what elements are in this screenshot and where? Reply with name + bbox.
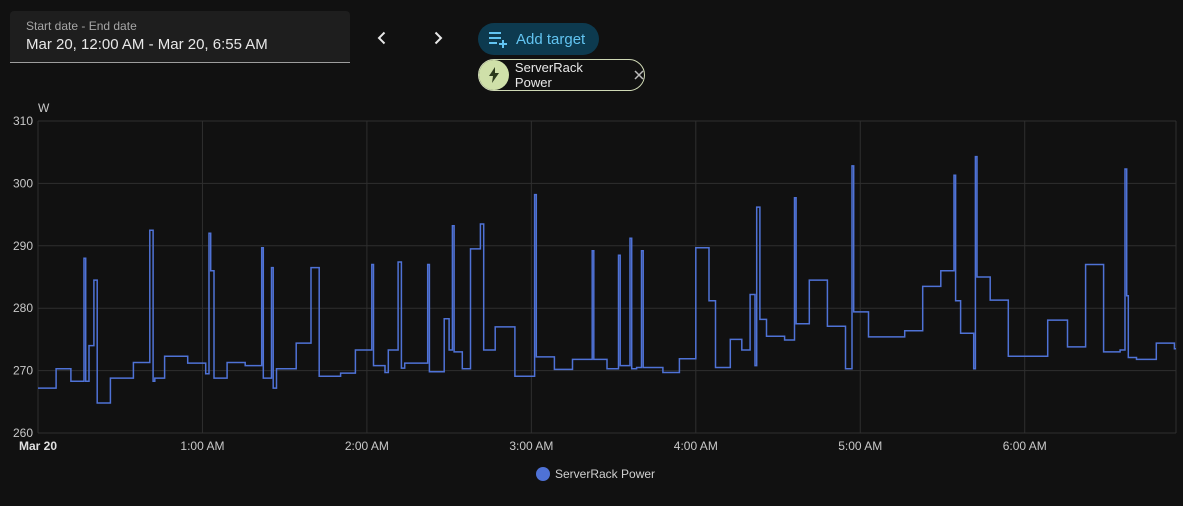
y-tick-label: 290	[13, 239, 33, 253]
lightning-bolt-icon	[479, 60, 509, 90]
y-tick-label: 260	[13, 426, 33, 440]
y-tick-label: 280	[13, 301, 33, 315]
y-axis-ticks: 310 300 290 280 270 260	[13, 114, 33, 440]
x-tick-label: Mar 20	[19, 439, 57, 453]
legend-swatch	[536, 467, 550, 481]
x-tick-label: 4:00 AM	[674, 439, 718, 453]
playlist-add-icon	[489, 32, 507, 48]
legend-label: ServerRack Power	[555, 467, 656, 481]
date-range-value: Mar 20, 12:00 AM - Mar 20, 6:55 AM	[26, 36, 268, 53]
x-tick-label: 1:00 AM	[180, 439, 224, 453]
series-line	[38, 155, 1176, 404]
x-axis-ticks: Mar 20 1:00 AM 2:00 AM 3:00 AM 4:00 AM 5:00 A…	[19, 439, 1047, 453]
y-tick-label: 310	[13, 114, 33, 128]
add-target-label: Add target	[516, 30, 586, 48]
target-chip[interactable]: ServerRack Power	[478, 59, 645, 91]
date-range-picker[interactable]: Start date - End date Mar 20, 12:00 AM -…	[10, 11, 350, 63]
chart-legend-item[interactable]: ServerRack Power	[536, 467, 655, 481]
chevron-left-icon	[377, 31, 386, 45]
previous-period-button[interactable]	[366, 22, 398, 54]
target-chip-label: ServerRack Power	[514, 60, 583, 90]
chart-grid	[37, 120, 1177, 434]
series-layer	[38, 155, 1176, 404]
x-tick-label: 5:00 AM	[838, 439, 882, 453]
close-icon	[634, 70, 644, 80]
chevron-right-icon	[434, 31, 443, 45]
x-tick-label: 2:00 AM	[345, 439, 389, 453]
x-tick-label: 3:00 AM	[509, 439, 553, 453]
add-target-button[interactable]: Add target	[478, 23, 600, 55]
x-tick-label: 6:00 AM	[1003, 439, 1047, 453]
next-period-button[interactable]	[422, 22, 454, 54]
y-tick-label: 300	[13, 176, 33, 190]
date-range-label: Start date - End date	[26, 19, 137, 33]
remove-target-button[interactable]	[634, 70, 644, 80]
y-axis-unit: W	[38, 101, 50, 115]
y-tick-label: 270	[13, 364, 33, 378]
